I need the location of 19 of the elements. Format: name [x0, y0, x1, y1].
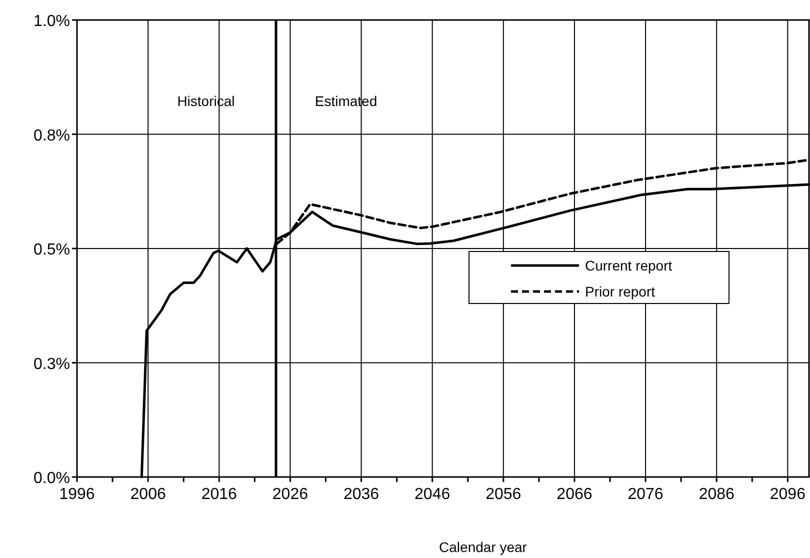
x-tick-label: 2066	[556, 486, 592, 503]
x-tick-label: 2096	[770, 486, 806, 503]
y-tick-label: 1.0%	[34, 13, 70, 30]
legend-label: Current report	[585, 258, 672, 274]
y-tick-label: 0.0%	[34, 470, 70, 487]
x-tick-label: 2046	[414, 486, 450, 503]
x-tick-label: 2036	[343, 486, 380, 503]
y-tick-label: 0.5%	[34, 242, 70, 258]
x-tick-label: 2086	[698, 486, 735, 503]
legend-label: Prior report	[585, 284, 656, 300]
x-tick-label: 2016	[201, 486, 238, 503]
x-tick-label: 2056	[486, 486, 522, 503]
x-tick-label: 2076	[628, 486, 664, 503]
x-tick-label: 1996	[59, 486, 95, 503]
x-tick-label: 2026	[272, 486, 308, 503]
y-tick-label: 0.8%	[34, 127, 70, 144]
y-tick-label: 0.3%	[34, 356, 70, 373]
x-axis-title: Calendar year	[439, 539, 528, 555]
x-tick-label: 2006	[130, 486, 166, 503]
